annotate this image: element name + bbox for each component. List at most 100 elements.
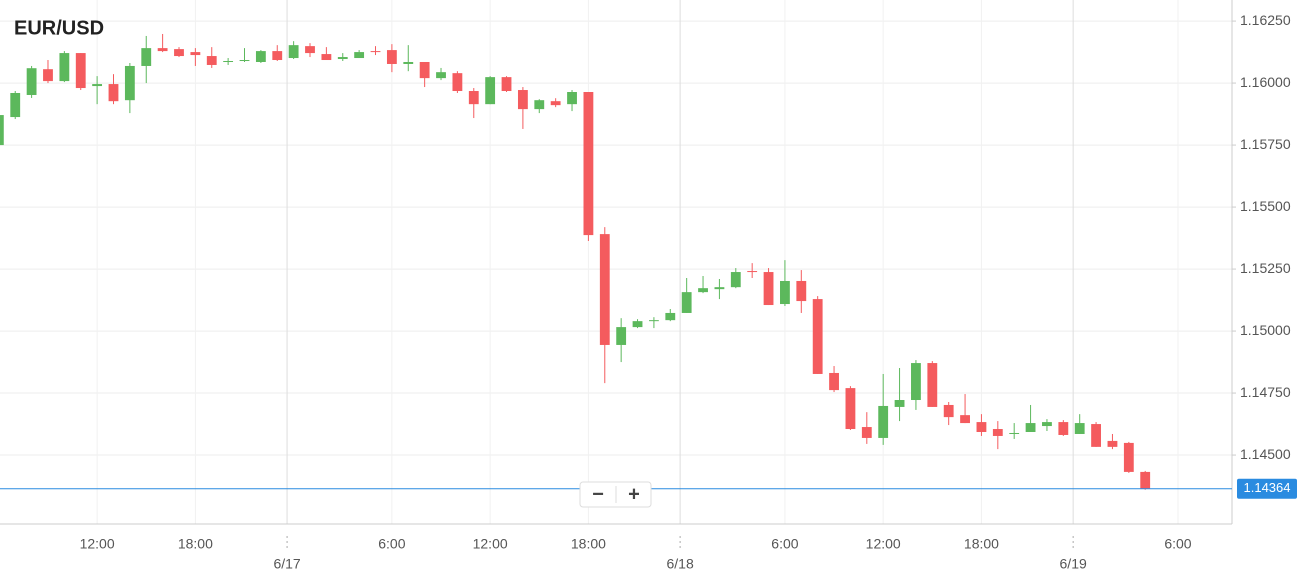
candle-body (878, 405, 889, 438)
date-tick-label: 6/18 (666, 556, 693, 572)
x-tick-label: 12:00 (473, 536, 508, 552)
candle-body (1140, 471, 1151, 489)
candle-body (681, 292, 692, 313)
grid (0, 0, 1232, 524)
date-tick-label: 6/17 (273, 556, 300, 572)
candle-body (190, 52, 201, 56)
x-tick-label: 12:00 (866, 536, 901, 552)
candle-body (321, 54, 332, 61)
y-tick-label: 1.16250 (1240, 12, 1291, 28)
y-tick-label: 1.14500 (1240, 446, 1291, 462)
x-tick-label: 6:00 (771, 536, 798, 552)
candle-body (0, 115, 4, 146)
candle-body (370, 51, 381, 53)
candle-body (992, 429, 1003, 436)
candle-body (436, 72, 446, 79)
candle-body (468, 91, 479, 105)
candle-body (174, 49, 184, 57)
candle-body (239, 60, 250, 62)
candle-body (92, 84, 103, 87)
candle-body (1025, 423, 1036, 432)
candle-body (223, 61, 234, 63)
candle-body (124, 65, 135, 101)
candle-body (386, 50, 397, 64)
axes: 1.16250 1.16000 1.15750 1.15500 1.15250 1.150… (0, 12, 1297, 572)
candle-body (419, 61, 430, 79)
candle-body (1009, 432, 1020, 434)
candle-body (157, 48, 168, 52)
candle-body (1091, 424, 1101, 447)
candle-body (108, 84, 119, 102)
y-tick-label: 1.14750 (1240, 384, 1291, 400)
last-price-box (1237, 478, 1297, 499)
candle-body (337, 57, 348, 60)
y-tick-label: 1.15250 (1240, 260, 1291, 276)
candle-body (698, 288, 708, 293)
candle-body (730, 272, 741, 288)
candle-body (288, 45, 299, 59)
x-tick-label: 12:00 (80, 536, 115, 552)
candle-body (747, 271, 758, 273)
y-tick-label: 1.15500 (1240, 198, 1291, 214)
candle-body (305, 46, 315, 54)
candle-body (272, 51, 283, 61)
date-tick-label: 6/19 (1060, 556, 1087, 572)
candle-body (812, 299, 823, 374)
candle-body (960, 415, 970, 424)
candle-body (255, 51, 266, 62)
candle-body (845, 388, 856, 430)
candle-body (403, 61, 414, 64)
candle-body (452, 73, 463, 92)
candle-body (976, 422, 987, 432)
candle-body (59, 53, 70, 82)
candle-body (567, 92, 577, 105)
candle-body (861, 427, 872, 438)
candle-body (75, 53, 86, 89)
candle-body (911, 363, 921, 401)
x-tick-label: 18:00 (964, 536, 999, 552)
x-tick-label: 6:00 (378, 536, 405, 552)
x-tick-label: 18:00 (178, 536, 213, 552)
candle-body (796, 280, 807, 302)
candle-body (763, 272, 774, 306)
candle-body (10, 92, 21, 118)
last-price-label: 1.14364 (1244, 480, 1291, 495)
chart-title: EUR/USD (14, 17, 104, 39)
candle-body (517, 90, 528, 110)
x-tick-label: 18:00 (571, 536, 606, 552)
candle-body (780, 280, 790, 305)
candle-body (141, 48, 152, 66)
candle-body (599, 234, 610, 345)
candle-body (43, 69, 53, 82)
zoom-controls: − + (579, 481, 652, 508)
candle-body (1107, 440, 1118, 447)
candle-body (354, 52, 365, 59)
zoom-in[interactable]: + (628, 483, 640, 505)
candle-body (1058, 422, 1069, 435)
candle-body (927, 363, 938, 407)
candle-body (829, 372, 839, 391)
candle-body (648, 320, 659, 322)
y-tick-label: 1.15750 (1240, 136, 1291, 152)
candle-body (665, 312, 676, 321)
candles (0, 33, 1151, 490)
candle-body (501, 77, 512, 92)
y-tick-label: 1.16000 (1240, 74, 1291, 90)
candle-body (206, 56, 217, 65)
candle-body (894, 400, 905, 407)
candle-body (632, 321, 643, 328)
zoom-out[interactable]: − (592, 483, 604, 505)
candle-body (583, 92, 594, 236)
candle-body (714, 287, 725, 290)
candle-body (534, 100, 545, 110)
candle-body (616, 327, 627, 345)
x-tick-label: 6:00 (1164, 536, 1191, 552)
candle-body (26, 68, 37, 95)
candle-body (550, 101, 561, 106)
candle-body (1123, 442, 1134, 472)
candle-body (485, 77, 496, 105)
y-tick-label: 1.15000 (1240, 322, 1291, 338)
candle-body (1074, 423, 1085, 434)
candle-body (943, 404, 954, 418)
